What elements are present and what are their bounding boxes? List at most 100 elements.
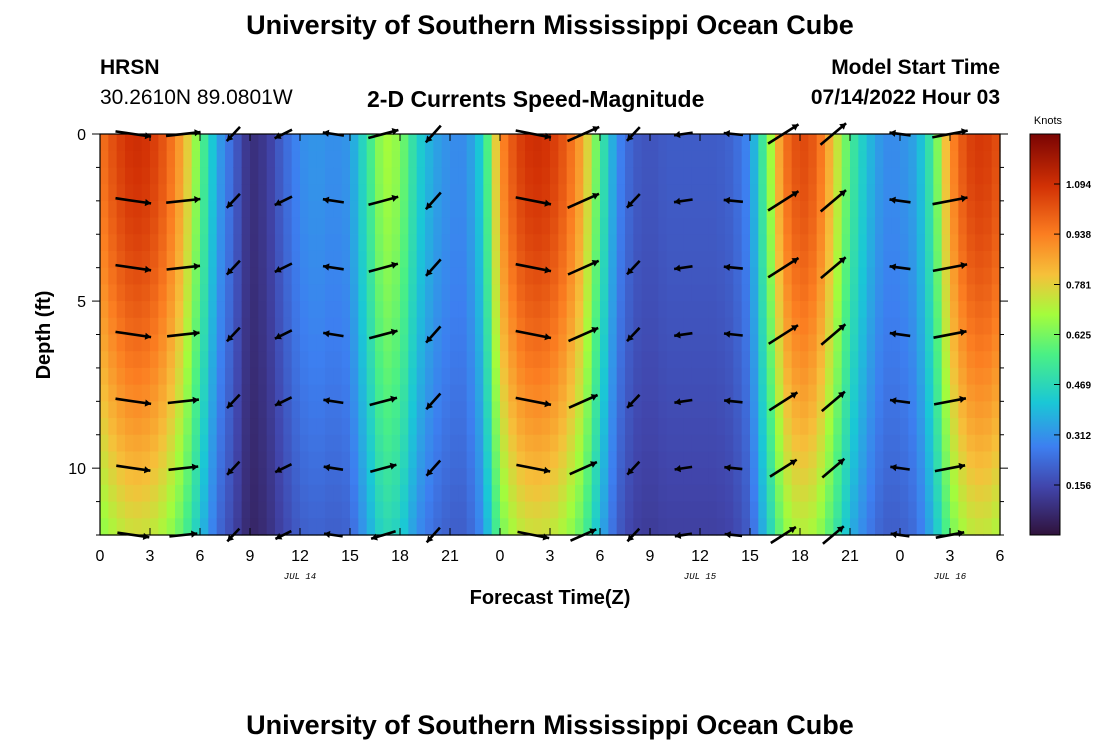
heatmap-cell: [100, 234, 109, 252]
heatmap-cell: [358, 284, 368, 302]
heatmap-cell: [608, 150, 618, 169]
heatmap-cell: [650, 401, 659, 419]
heatmap-cell: [225, 167, 234, 185]
heatmap-cell: [716, 301, 726, 319]
current-arrow: [626, 460, 641, 476]
heatmap-cell: [550, 518, 559, 536]
heatmap-cell: [700, 200, 709, 219]
heatmap-cell: [308, 334, 318, 352]
heatmap-cell: [541, 367, 551, 386]
heatmap-cell: [550, 484, 559, 503]
heatmap-cell: [500, 384, 509, 402]
heatmap-cell: [141, 518, 151, 536]
heatmap-cell: [525, 167, 534, 185]
heatmap-cell: [316, 518, 326, 536]
heatmap-cell: [375, 167, 384, 185]
current-arrow: [626, 326, 641, 343]
heatmap-cell: [708, 367, 718, 386]
heatmap-cell: [750, 200, 759, 219]
heatmap-cell: [491, 217, 501, 235]
heatmap-cell: [858, 184, 868, 202]
heatmap-cell: [525, 250, 534, 269]
heatmap-cell: [716, 434, 726, 453]
heatmap-cell: [475, 484, 484, 503]
heatmap-cell: [575, 250, 584, 269]
heatmap-cell: [183, 184, 193, 202]
heatmap-cell: [641, 334, 651, 352]
heatmap-cell: [283, 351, 293, 369]
heatmap-cell: [441, 334, 451, 352]
arrow-head: [958, 462, 966, 470]
heatmap-cell: [250, 200, 259, 219]
heatmap-cell: [908, 301, 918, 319]
heatmap-cell: [500, 284, 509, 302]
heatmap-cell: [708, 334, 718, 352]
heatmap-cell: [616, 401, 626, 419]
heatmap-cell: [166, 367, 176, 386]
heatmap-cell: [500, 451, 509, 469]
current-arrow: [567, 326, 599, 343]
x-tick-label: 9: [646, 548, 655, 565]
heatmap-cell: [841, 250, 851, 269]
heatmap-cell: [291, 334, 301, 352]
heatmap-cell: [650, 317, 659, 336]
heatmap-cell: [566, 301, 576, 319]
heatmap-cell: [508, 301, 518, 319]
heatmap-cell: [625, 468, 634, 486]
heatmap-cell: [375, 234, 384, 252]
heatmap-cell: [175, 184, 184, 202]
heatmap-cell: [600, 484, 609, 503]
heatmap-cell: [183, 401, 193, 419]
heatmap-cell: [641, 234, 651, 252]
heatmap-cell: [458, 301, 468, 319]
heatmap-cell: [300, 200, 309, 219]
heatmap-cell: [308, 401, 318, 419]
heatmap-cell: [841, 401, 851, 419]
heatmap-cell: [800, 401, 809, 419]
heatmap-cell: [325, 451, 334, 469]
heatmap-cell: [150, 484, 159, 503]
heatmap-cell: [516, 134, 526, 152]
heatmap-cell: [708, 434, 718, 453]
heatmap-cell: [183, 434, 193, 453]
heatmap-cell: [583, 401, 593, 419]
heatmap-cell: [108, 250, 118, 269]
heatmap-cell: [200, 134, 209, 152]
heatmap-cell: [441, 351, 451, 369]
heatmap-cell: [408, 418, 418, 436]
heatmap-cell: [700, 334, 709, 352]
heatmap-cell: [141, 351, 151, 369]
heatmap-cell: [100, 484, 109, 503]
heatmap-cell: [991, 418, 1001, 436]
heatmap-cell: [250, 334, 259, 352]
heatmap-cell: [108, 401, 118, 419]
heatmap-cell: [350, 167, 359, 185]
arrow-head: [591, 260, 599, 267]
heatmap-cell: [600, 167, 609, 185]
heatmap-cell: [208, 200, 218, 219]
heatmap-cell: [591, 401, 601, 419]
heatmap-cell: [366, 384, 376, 402]
heatmap-cell: [483, 284, 493, 302]
heatmap-cell: [141, 267, 151, 285]
current-arrow: [274, 262, 293, 274]
heatmap-cell: [550, 451, 559, 469]
heatmap-cell: [441, 250, 451, 269]
heatmap-cell: [983, 150, 993, 169]
heatmap-cell: [808, 267, 818, 285]
heatmap-cell: [625, 484, 634, 503]
current-arrow: [117, 531, 150, 540]
heatmap-cell: [341, 334, 351, 352]
heatmap-cell: [350, 468, 359, 486]
heatmap-cell: [566, 384, 576, 402]
heatmap-cell: [433, 284, 443, 302]
heatmap-cell: [975, 401, 984, 419]
heatmap-cell: [650, 217, 659, 235]
heatmap-cell: [358, 234, 368, 252]
heatmap-cell: [891, 200, 901, 219]
heatmap-cell: [141, 501, 151, 519]
heatmap-cell: [233, 351, 243, 369]
heatmap-cell: [741, 250, 751, 269]
heatmap-cell: [958, 150, 968, 169]
